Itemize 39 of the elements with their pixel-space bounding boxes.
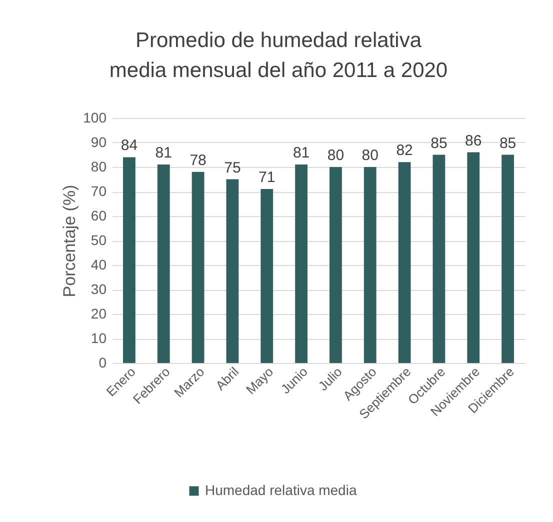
- y-axis-title: Porcentaje (%): [60, 184, 80, 298]
- bar: [364, 167, 376, 363]
- bar: [502, 154, 514, 363]
- data-label: 75: [224, 159, 241, 176]
- bar: [192, 172, 204, 363]
- y-tick-label: 30: [90, 281, 107, 297]
- data-label: 82: [396, 142, 413, 160]
- data-label: 78: [190, 152, 206, 169]
- bar: [432, 154, 446, 363]
- data-label: 71: [258, 169, 276, 186]
- bar: [295, 164, 308, 363]
- y-tick-label: 40: [90, 256, 107, 272]
- bar: [226, 179, 239, 363]
- bar: [260, 189, 274, 363]
- chart-title: Promedio de humedad relativa media mensual del año 2011 a 2020: [109, 29, 448, 82]
- bar: [157, 164, 170, 363]
- data-label: 81: [292, 144, 310, 162]
- y-tick-label: 50: [90, 232, 107, 248]
- y-tick-label: 10: [90, 330, 107, 346]
- x-tick-label: Julio: [315, 364, 345, 394]
- bar: [398, 162, 411, 363]
- y-tick-label: 80: [90, 158, 107, 174]
- data-label: 85: [430, 134, 448, 152]
- bar: [123, 157, 136, 363]
- y-tick-label: 100: [83, 110, 107, 126]
- y-tick-label: 20: [90, 306, 107, 322]
- y-tick-label: 70: [90, 183, 107, 199]
- y-tick-label: 90: [90, 134, 107, 150]
- y-tick-label: 60: [90, 208, 107, 224]
- bar: [330, 167, 342, 363]
- legend-label: Humedad relativa media: [205, 482, 357, 498]
- data-label: 80: [327, 147, 344, 164]
- data-label: 85: [499, 134, 516, 152]
- data-label: 86: [465, 132, 482, 150]
- y-tick-label: 0: [98, 354, 107, 370]
- data-label: 81: [155, 144, 172, 162]
- data-label: 80: [362, 147, 378, 164]
- data-label: 84: [120, 137, 138, 154]
- bar: [467, 152, 480, 363]
